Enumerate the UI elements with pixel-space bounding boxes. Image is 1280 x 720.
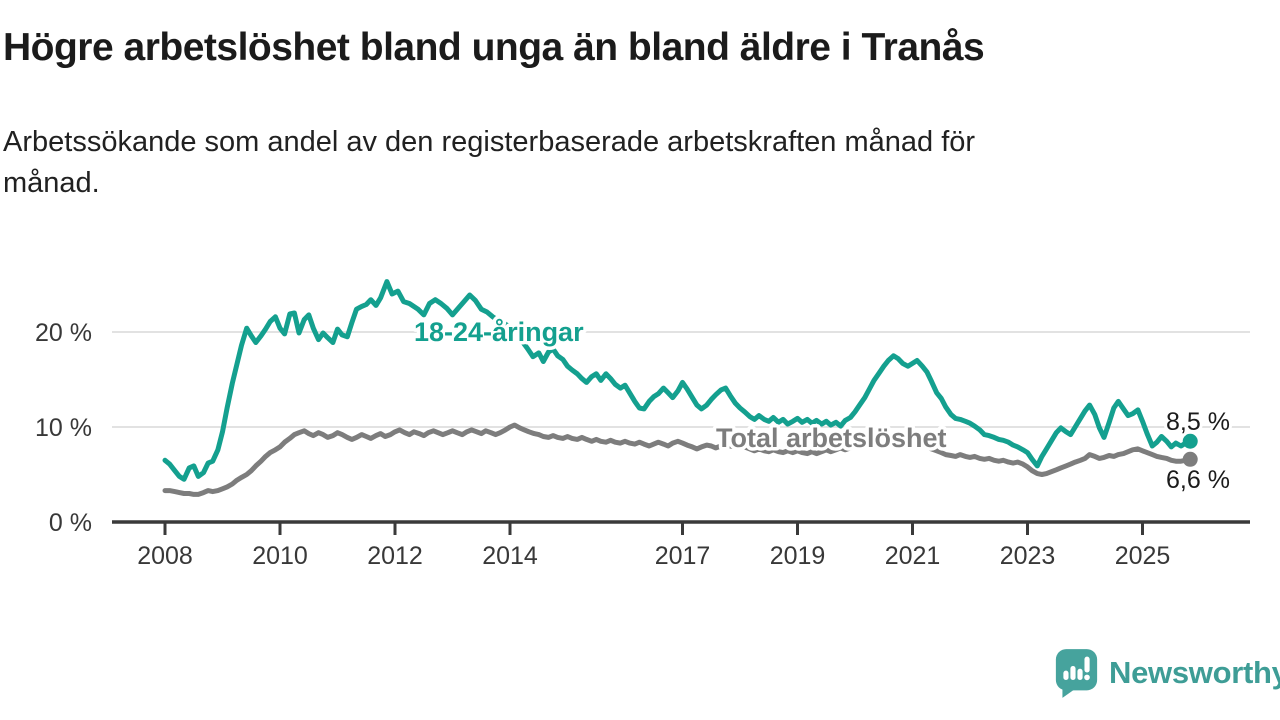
x-tick-label-2023: 2023 <box>1000 542 1056 570</box>
series-end-dot-Total arbetslöshet <box>1182 451 1198 467</box>
series-label: 18-24-åringar <box>414 317 584 347</box>
page-title: Högre arbetslöshet bland unga än bland ä… <box>3 26 985 69</box>
subtitle-line-2: månad. <box>3 167 100 199</box>
chart-subtitle: Arbetssökande som andel av den registerb… <box>3 122 1203 204</box>
series-label: Total arbetslöshet <box>716 423 947 453</box>
end-value-label: 8,5 % <box>1166 408 1230 436</box>
brand-name: Newsworthy <box>1109 655 1280 690</box>
x-tick-label-2021: 2021 <box>885 542 941 570</box>
x-tick-label-2017: 2017 <box>655 542 711 570</box>
series-end-dot-18-24-åringar <box>1182 433 1198 449</box>
series-line-18-24-åringar <box>162 279 1193 482</box>
x-tick-label-2014: 2014 <box>482 542 538 570</box>
y-tick-label-20: 20 % <box>35 319 92 347</box>
y-tick-label-0: 0 % <box>49 509 92 537</box>
x-tick-label-2008: 2008 <box>137 542 193 570</box>
newsworthy-logo: Newsworthy <box>1054 646 1280 700</box>
newsworthy-logo-icon <box>1055 649 1098 698</box>
y-tick-label-10: 10 % <box>35 414 92 442</box>
x-tick-label-2019: 2019 <box>770 542 826 570</box>
x-tick-label-2025: 2025 <box>1115 542 1171 570</box>
series-line-Total arbetslöshet <box>162 422 1193 497</box>
x-tick-label-2010: 2010 <box>252 542 308 570</box>
end-value-label: 6,6 % <box>1166 466 1230 494</box>
subtitle-line-1: Arbetssökande som andel av den registerb… <box>3 126 976 158</box>
x-tick-label-2012: 2012 <box>367 542 423 570</box>
